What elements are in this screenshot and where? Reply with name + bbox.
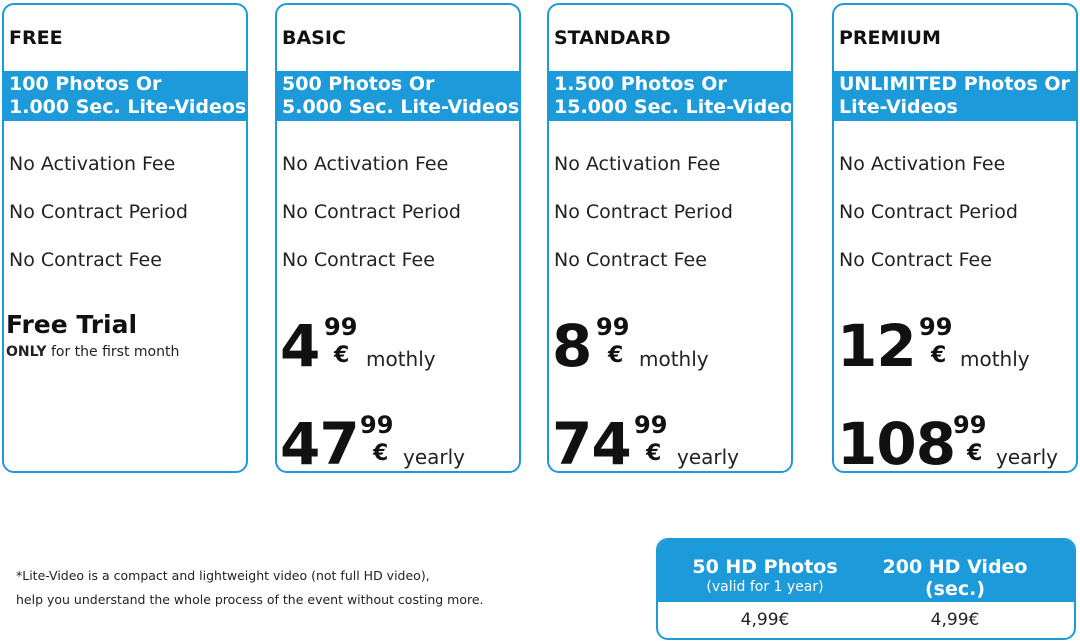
feature-contract-fee: No Contract Fee [282, 249, 435, 271]
plan-name: FREE [9, 27, 63, 49]
price-whole: 74 [552, 410, 632, 473]
plan-name: BASIC [282, 27, 346, 49]
addon-hd-video[interactable]: 200 HD Video (sec.) (valid for 1 year) [855, 540, 1055, 617]
free-trial-note-text: for the first month [46, 344, 180, 360]
feature-activation-fee: No Activation Fee [9, 153, 176, 175]
price-cents: 99 [324, 313, 358, 341]
price-cents: 99 [596, 313, 630, 341]
addon-title: 50 HD Photos [692, 556, 838, 578]
plan-banner-line: UNLIMITED Photos Or [839, 73, 1070, 95]
price-currency: € [334, 343, 350, 368]
plan-banner: 500 Photos Or 5.000 Sec. Lite-Videos [277, 71, 519, 121]
feature-contract-fee: No Contract Fee [554, 249, 707, 271]
plan-card-standard[interactable]: STANDARD 1.500 Photos Or 15.000 Sec. Lit… [547, 3, 793, 473]
feature-contract-period: No Contract Period [282, 201, 461, 223]
plan-banner-line: 100 Photos Or [9, 73, 162, 95]
plan-banner-line: 15.000 Sec. Lite-Videos [554, 96, 793, 118]
price-period: yearly [996, 445, 1059, 469]
plan-banner-line: 5.000 Sec. Lite-Videos [282, 96, 520, 118]
price-period: mothly [960, 347, 1030, 371]
price-whole: 4 [280, 312, 320, 380]
price-cents: 99 [634, 411, 668, 439]
feature-activation-fee: No Activation Fee [554, 153, 721, 175]
price-currency: € [373, 441, 389, 466]
price-cents: 99 [953, 411, 987, 439]
plan-name: PREMIUM [839, 27, 941, 49]
plan-banner: 1.500 Photos Or 15.000 Sec. Lite-Videos [549, 71, 791, 121]
price-period: mothly [639, 347, 709, 371]
feature-contract-fee: No Contract Fee [839, 249, 992, 271]
plan-card-basic[interactable]: BASIC 500 Photos Or 5.000 Sec. Lite-Vide… [275, 3, 521, 473]
price-period: yearly [677, 445, 740, 469]
addon-header: 50 HD Photos (valid for 1 year) 200 HD V… [658, 540, 1074, 617]
footnote-line: help you understand the whole process of… [16, 592, 484, 607]
plan-card-premium[interactable]: PREMIUM UNLIMITED Photos Or Lite-Videos … [832, 3, 1078, 473]
feature-contract-fee: No Contract Fee [9, 249, 162, 271]
price-cents: 99 [360, 411, 394, 439]
plan-name: STANDARD [554, 27, 671, 49]
addon-price-video: 4,99€ [930, 610, 980, 630]
free-trial-note: ONLY for the first month [6, 344, 179, 360]
addon-box: 50 HD Photos (valid for 1 year) 200 HD V… [656, 538, 1076, 640]
free-trial-title: Free Trial [6, 310, 138, 339]
feature-contract-period: No Contract Period [554, 201, 733, 223]
price-whole: 108 [837, 410, 956, 473]
price-cents: 99 [919, 313, 953, 341]
plan-banner-line: Lite-Videos [839, 96, 958, 118]
price-whole: 47 [280, 410, 360, 473]
plan-banner-line: 1.500 Photos Or [554, 73, 727, 95]
price-period: mothly [366, 347, 436, 371]
plan-banner-line: 500 Photos Or [282, 73, 435, 95]
price-currency: € [931, 343, 947, 368]
footnote-line: *Lite-Video is a compact and lightweight… [16, 568, 430, 583]
price-currency: € [608, 343, 624, 368]
plan-card-free[interactable]: FREE 100 Photos Or 1.000 Sec. Lite-Video… [2, 3, 248, 473]
plan-banner: 100 Photos Or 1.000 Sec. Lite-Videos* [4, 71, 246, 121]
price-currency: € [967, 441, 983, 466]
addon-hd-photos[interactable]: 50 HD Photos (valid for 1 year) [665, 540, 865, 595]
free-trial-note-bold: ONLY [6, 344, 47, 360]
plan-banner-line: 1.000 Sec. Lite-Videos* [9, 96, 248, 118]
price-whole: 12 [837, 312, 917, 380]
addon-subtitle: (valid for 1 year) [896, 601, 1014, 617]
price-whole: 8 [552, 312, 592, 380]
addon-subtitle: (valid for 1 year) [706, 579, 824, 595]
feature-activation-fee: No Activation Fee [282, 153, 449, 175]
feature-activation-fee: No Activation Fee [839, 153, 1006, 175]
price-period: yearly [403, 445, 466, 469]
plan-banner: UNLIMITED Photos Or Lite-Videos [834, 71, 1076, 121]
addon-price-photos: 4,99€ [740, 610, 790, 630]
feature-contract-period: No Contract Period [9, 201, 188, 223]
addon-title: 200 HD Video (sec.) [882, 556, 1028, 600]
feature-contract-period: No Contract Period [839, 201, 1018, 223]
price-currency: € [646, 441, 662, 466]
